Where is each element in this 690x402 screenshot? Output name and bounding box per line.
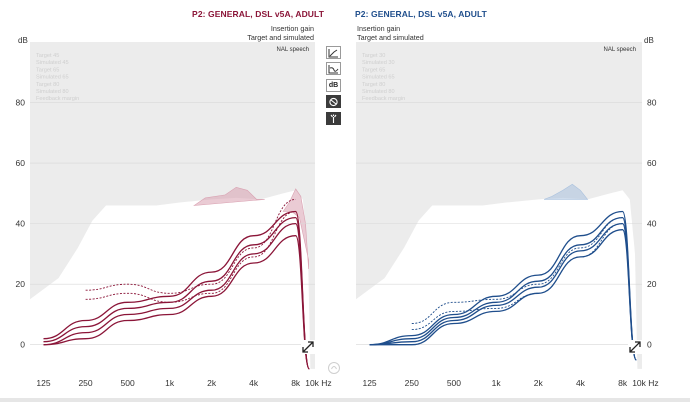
curve-graph-button[interactable] xyxy=(326,62,341,75)
y-tick-label: 60 xyxy=(647,158,657,168)
legend-entry: Simulated 65 xyxy=(36,75,69,81)
x-tick-label: 10k Hz xyxy=(632,378,658,388)
x-tick-label: 4k xyxy=(249,378,259,388)
series-line xyxy=(411,217,623,324)
curve-graph-icon xyxy=(328,64,339,73)
legend-entry: Simulated 30 xyxy=(362,60,395,66)
series-line xyxy=(369,216,637,361)
series-line xyxy=(43,235,310,370)
y-tick-label: 80 xyxy=(16,98,26,108)
legend-entry: Target 80 xyxy=(362,82,385,88)
series-line xyxy=(85,198,296,294)
right-subtitle-2: Target and simulated xyxy=(357,33,424,42)
x-tick-label: 8k xyxy=(618,378,628,388)
legend-entry: Simulated 45 xyxy=(36,60,69,66)
series-line xyxy=(411,223,623,331)
sparkle-button[interactable] xyxy=(326,112,341,125)
x-tick-label: 1k xyxy=(492,378,502,388)
right-panel-subtitle: Insertion gain Target and simulated xyxy=(357,24,424,42)
speech-region xyxy=(30,42,315,369)
left-panel-title: P2: GENERAL, DSL v5A, ADULT xyxy=(192,9,324,19)
y-tick-label: 40 xyxy=(16,219,26,229)
feedback-margin-area xyxy=(543,183,589,200)
x-tick-label: 500 xyxy=(120,378,134,388)
legend-entry: Target 30 xyxy=(362,53,385,59)
right-chart: 80 60 40 20 0 125 250 500 1k 2k 4k 8k 10k Hz Target 3… xyxy=(356,42,659,388)
x-tick-label: 250 xyxy=(405,378,419,388)
x-tick-label: 2k xyxy=(534,378,544,388)
speech-label: NAL speech xyxy=(277,47,309,53)
right-panel-title: P2: GENERAL, DSL v5A, ADULT xyxy=(355,9,487,19)
series-line xyxy=(85,211,296,303)
y-tick-label: 80 xyxy=(647,98,657,108)
y-tick-label: 0 xyxy=(20,340,25,350)
legend-entry: Target 65 xyxy=(36,67,59,73)
expand-icon[interactable] xyxy=(628,340,642,354)
x-tick-label: 125 xyxy=(362,378,376,388)
x-tick-label: 125 xyxy=(36,378,50,388)
x-tick-label: 250 xyxy=(78,378,92,388)
series-line xyxy=(369,222,637,361)
x-tick-label: 10k Hz xyxy=(305,378,331,388)
legend-entry: Target 45 xyxy=(36,53,59,59)
feedback-margin-area xyxy=(193,186,265,206)
bottom-scroll-bar xyxy=(0,398,690,402)
left-chart: 80 60 40 20 0 125 250 500 1k 2k 4k 8k 10k Hz Target 4… xyxy=(16,42,340,388)
speech-label: NAL speech xyxy=(604,47,636,53)
legend-entry: Target 80 xyxy=(36,82,59,88)
x-tick-label: 4k xyxy=(576,378,586,388)
sparkle-icon xyxy=(330,114,337,123)
x-tick-label: 1k xyxy=(165,378,175,388)
left-panel-subtitle: Insertion gain Target and simulated xyxy=(247,24,314,42)
right-subtitle-1: Insertion gain xyxy=(357,24,401,33)
y-tick-label: 20 xyxy=(647,279,657,289)
x-tick-label: 2k xyxy=(207,378,217,388)
left-subtitle-1: Insertion gain xyxy=(270,24,314,33)
db-icon: dB xyxy=(328,82,339,89)
legend-entry: Simulated 80 xyxy=(36,89,69,95)
target-icon xyxy=(329,97,338,106)
series-line xyxy=(43,216,310,370)
y-tick-label: 60 xyxy=(16,158,26,168)
legend-entry: Target 65 xyxy=(362,67,385,73)
info-icon[interactable] xyxy=(328,362,340,374)
feedback-margin-area xyxy=(282,188,309,270)
left-unit-label: dB xyxy=(18,36,28,45)
line-graph-icon xyxy=(328,48,338,57)
series-line xyxy=(43,210,310,370)
y-tick-label: 20 xyxy=(16,279,26,289)
expand-icon[interactable] xyxy=(301,340,315,354)
line-graph-button[interactable] xyxy=(326,46,341,59)
db-button[interactable]: dB xyxy=(326,79,341,92)
series-line xyxy=(43,222,310,370)
x-tick-label: 500 xyxy=(447,378,461,388)
speech-region xyxy=(356,42,642,369)
y-tick-label: 40 xyxy=(647,219,657,229)
legend-entry: Feedback margin xyxy=(36,96,79,102)
legend-entry: Feedback margin xyxy=(362,96,405,102)
left-subtitle-2: Target and simulated xyxy=(247,33,314,42)
legend-entry: Simulated 80 xyxy=(362,89,395,95)
x-tick-label: 8k xyxy=(291,378,301,388)
right-unit-label: dB xyxy=(644,36,654,45)
y-tick-label: 0 xyxy=(647,340,652,350)
target-button[interactable] xyxy=(326,95,341,108)
legend-entry: Simulated 65 xyxy=(362,75,395,81)
